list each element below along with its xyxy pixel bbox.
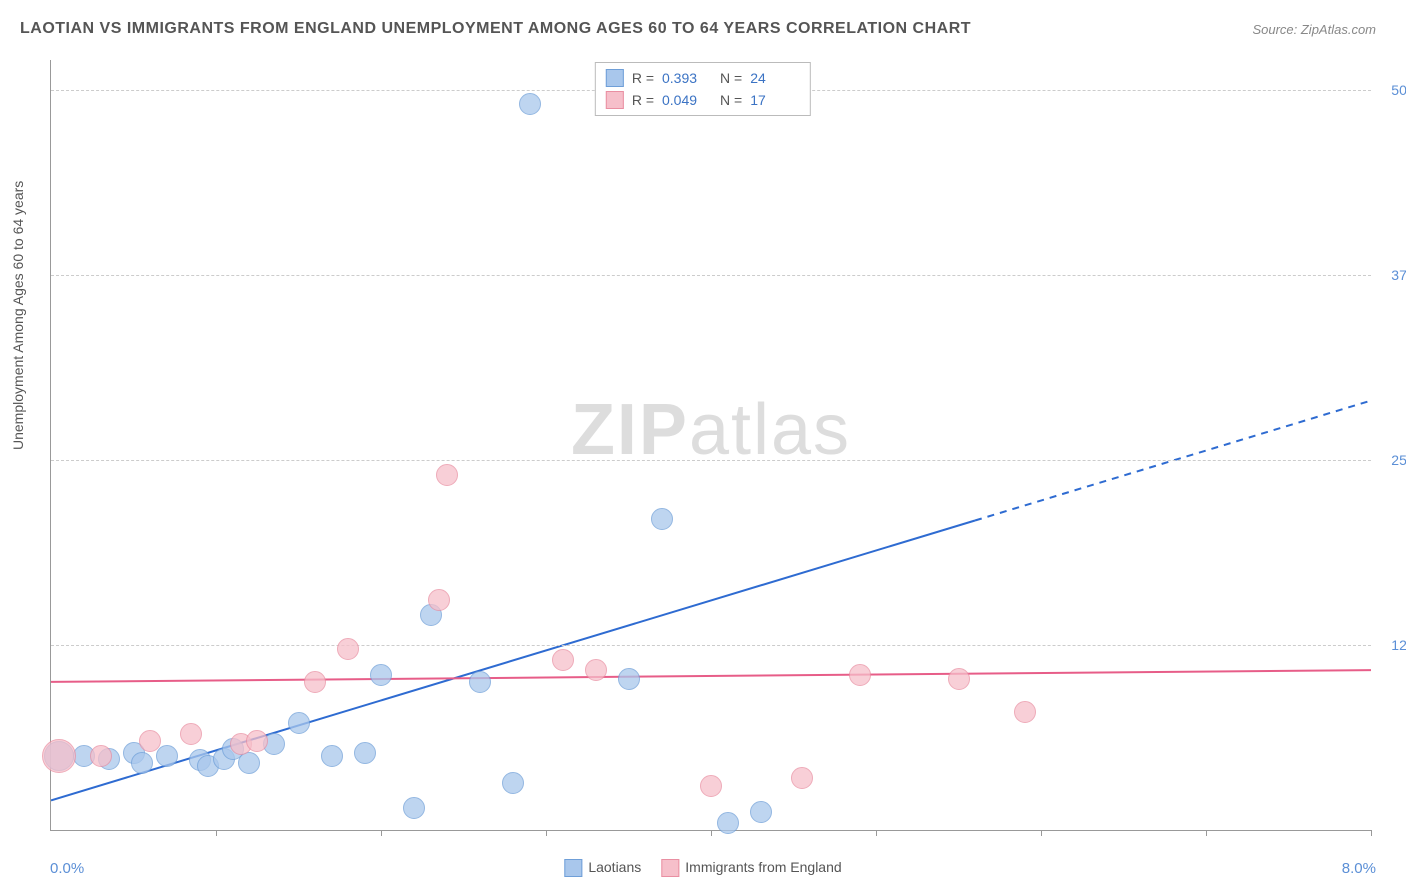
legend-row: R = 0.393 N = 24	[606, 67, 800, 89]
chart-title: LAOTIAN VS IMMIGRANTS FROM ENGLAND UNEMP…	[20, 20, 971, 38]
y-tick-label: 50.0%	[1376, 82, 1406, 98]
data-point	[370, 664, 392, 686]
data-point	[469, 671, 491, 693]
legend-swatch	[661, 859, 679, 877]
x-axis-min-label: 0.0%	[50, 860, 84, 877]
legend-item: Immigrants from England	[661, 859, 841, 877]
data-point	[552, 649, 574, 671]
data-point	[585, 659, 607, 681]
data-point	[354, 742, 376, 764]
x-tick	[711, 830, 712, 836]
legend-n-label: N =	[720, 92, 742, 108]
legend-swatch	[564, 859, 582, 877]
legend-r-value: 0.049	[662, 92, 712, 108]
data-point	[618, 668, 640, 690]
data-point	[436, 464, 458, 486]
data-point	[791, 767, 813, 789]
legend-swatch	[606, 91, 624, 109]
y-tick-label: 37.5%	[1376, 267, 1406, 283]
legend-r-label: R =	[632, 70, 654, 86]
legend-label: Immigrants from England	[685, 859, 841, 875]
data-point	[90, 745, 112, 767]
gridline	[51, 460, 1371, 461]
trend-line	[51, 670, 1371, 682]
legend-n-value: 17	[750, 92, 800, 108]
data-point	[403, 797, 425, 819]
data-point	[288, 712, 310, 734]
x-tick	[381, 830, 382, 836]
watermark: ZIPatlas	[571, 389, 851, 471]
data-point	[651, 508, 673, 530]
data-point	[139, 730, 161, 752]
data-point	[238, 752, 260, 774]
data-point	[321, 745, 343, 767]
x-tick	[876, 830, 877, 836]
y-tick-label: 12.5%	[1376, 637, 1406, 653]
y-tick-label: 25.0%	[1376, 452, 1406, 468]
trend-lines-layer	[51, 60, 1371, 830]
data-point	[948, 668, 970, 690]
x-tick	[1041, 830, 1042, 836]
legend-swatch	[606, 69, 624, 87]
x-tick	[1371, 830, 1372, 836]
legend-n-label: N =	[720, 70, 742, 86]
source-attribution: Source: ZipAtlas.com	[1252, 22, 1376, 37]
x-tick	[1206, 830, 1207, 836]
data-point	[42, 739, 76, 773]
data-point	[750, 801, 772, 823]
data-point	[700, 775, 722, 797]
data-point	[519, 93, 541, 115]
data-point	[131, 752, 153, 774]
series-legend: Laotians Immigrants from England	[564, 859, 841, 877]
data-point	[849, 664, 871, 686]
legend-r-value: 0.393	[662, 70, 712, 86]
legend-n-value: 24	[750, 70, 800, 86]
data-point	[246, 730, 268, 752]
data-point	[1014, 701, 1036, 723]
x-axis-max-label: 8.0%	[1342, 860, 1376, 877]
legend-label: Laotians	[588, 859, 641, 875]
x-tick	[216, 830, 217, 836]
legend-item: Laotians	[564, 859, 641, 877]
legend-r-label: R =	[632, 92, 654, 108]
gridline	[51, 275, 1371, 276]
data-point	[337, 638, 359, 660]
legend-row: R = 0.049 N = 17	[606, 89, 800, 111]
data-point	[156, 745, 178, 767]
data-point	[180, 723, 202, 745]
data-point	[502, 772, 524, 794]
y-axis-label: Unemployment Among Ages 60 to 64 years	[10, 181, 26, 450]
correlation-legend: R = 0.393 N = 24 R = 0.049 N = 17	[595, 62, 811, 116]
data-point	[717, 812, 739, 834]
data-point	[304, 671, 326, 693]
data-point	[428, 589, 450, 611]
x-tick	[546, 830, 547, 836]
gridline	[51, 645, 1371, 646]
chart-plot-area: ZIPatlas 12.5%25.0%37.5%50.0%	[50, 60, 1371, 831]
